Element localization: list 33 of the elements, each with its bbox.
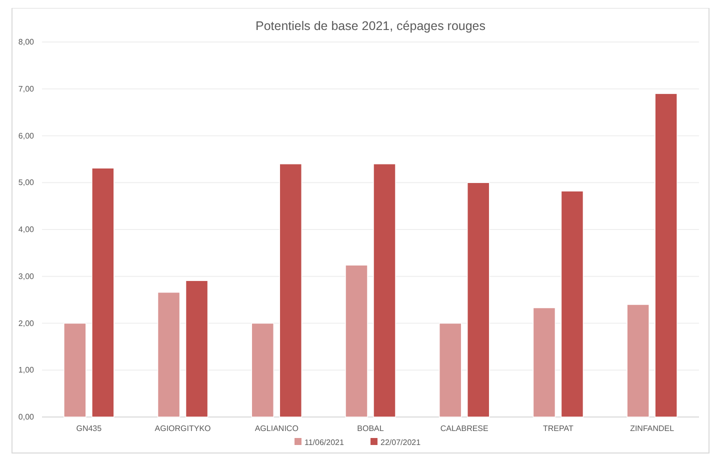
legend-label: 11/06/2021 <box>304 438 344 447</box>
x-tick-label: GN435 <box>76 424 102 433</box>
bar <box>654 93 678 418</box>
bar <box>345 264 368 418</box>
chart-title: Potentiels de base 2021, cépages rouges <box>255 19 486 33</box>
x-tick-label: AGLIANICO <box>254 424 298 433</box>
bar <box>92 168 114 418</box>
y-tick-label: 5,00 <box>18 178 35 188</box>
x-tick-label: AGIORGITYKO <box>154 424 211 433</box>
x-tick-label: BOBAL <box>357 424 384 433</box>
y-tick-label: 8,00 <box>18 38 35 47</box>
bar <box>626 304 650 418</box>
y-tick-label: 1,00 <box>18 366 35 375</box>
bar <box>532 307 556 418</box>
legend-label: 22/07/2021 <box>380 438 422 447</box>
x-tick-label: CALABRESE <box>440 424 488 433</box>
y-tick-label: 4,00 <box>18 225 35 234</box>
bar <box>185 280 208 418</box>
bar <box>466 182 490 418</box>
bar <box>64 322 86 418</box>
bar <box>373 164 396 418</box>
x-tick-label: ZINFANDEL <box>630 424 675 433</box>
y-tick-label: 7,00 <box>18 84 35 94</box>
y-tick-label: 3,00 <box>18 272 35 281</box>
y-tick-label: 6,00 <box>18 131 35 140</box>
bar <box>438 322 462 418</box>
bar <box>279 164 302 418</box>
bar <box>157 292 180 418</box>
bar <box>251 322 274 418</box>
y-tick-label: 0,00 <box>18 412 35 422</box>
bar <box>560 190 584 418</box>
x-tick-label: TREPAT <box>543 424 574 433</box>
y-tick-label: 2,00 <box>18 318 35 328</box>
